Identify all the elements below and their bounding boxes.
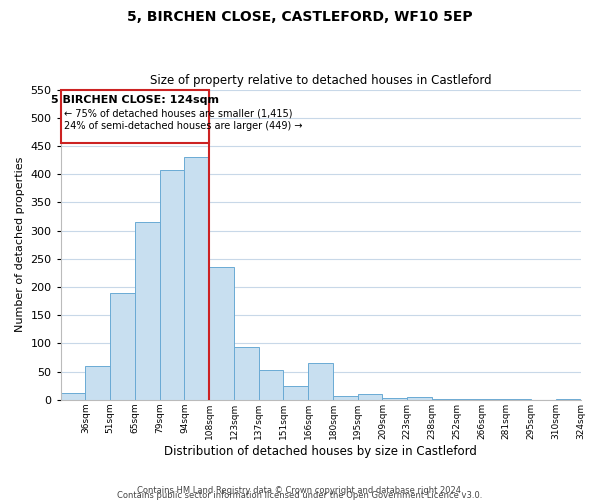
Bar [333,396,358,400]
Bar [61,393,85,400]
Text: Contains public sector information licensed under the Open Government Licence v3: Contains public sector information licen… [118,491,482,500]
Bar [407,397,432,400]
Bar [556,398,580,400]
Text: 5, BIRCHEN CLOSE, CASTLEFORD, WF10 5EP: 5, BIRCHEN CLOSE, CASTLEFORD, WF10 5EP [127,10,473,24]
Bar [308,363,333,400]
Bar [506,399,531,400]
Bar [209,267,234,400]
Bar [160,170,184,400]
Bar [184,157,209,400]
Bar [481,399,506,400]
Text: Contains HM Land Registry data © Crown copyright and database right 2024.: Contains HM Land Registry data © Crown c… [137,486,463,495]
Y-axis label: Number of detached properties: Number of detached properties [15,157,25,332]
X-axis label: Distribution of detached houses by size in Castleford: Distribution of detached houses by size … [164,444,477,458]
Text: 24% of semi-detached houses are larger (449) →: 24% of semi-detached houses are larger (… [64,120,302,130]
Bar [283,386,308,400]
Bar [358,394,382,400]
Bar [110,292,135,400]
Bar [259,370,283,400]
FancyBboxPatch shape [61,90,209,143]
Text: 5 BIRCHEN CLOSE: 124sqm: 5 BIRCHEN CLOSE: 124sqm [51,95,219,105]
Bar [457,398,481,400]
Bar [135,222,160,400]
Text: ← 75% of detached houses are smaller (1,415): ← 75% of detached houses are smaller (1,… [64,108,292,118]
Bar [234,348,259,400]
Bar [382,398,407,400]
Bar [432,399,457,400]
Bar [85,366,110,400]
Title: Size of property relative to detached houses in Castleford: Size of property relative to detached ho… [150,74,491,87]
